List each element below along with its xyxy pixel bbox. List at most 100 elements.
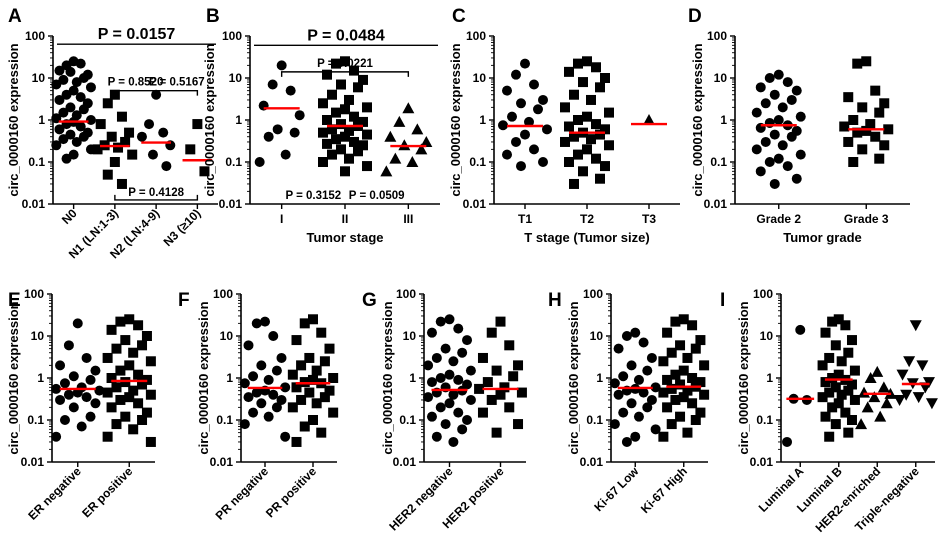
data-point [795,324,806,335]
data-point [646,394,657,405]
p-value-label: P = 0.3152 [285,190,341,202]
data-point [643,114,655,125]
data-point [95,119,106,130]
data-point [127,149,138,160]
y-tick-label: 10 [229,71,243,85]
data-point [682,352,693,363]
data-point [486,327,497,338]
data-point [833,398,844,409]
data-point [111,343,122,354]
data-point [843,385,854,396]
x-axis-title: Tumor grade [783,230,862,245]
data-point [276,394,287,405]
data-point [893,394,906,406]
data-point [896,369,909,381]
x-category-label: T3 [642,212,656,226]
data-point [791,85,802,96]
data-point [699,360,710,371]
data-point [289,127,300,138]
y-tick-label: 10 [590,329,604,343]
data-point [852,127,863,138]
data-point [846,415,857,425]
data-point [604,140,614,151]
data-point [591,62,601,73]
x-category-label: PR negative [213,464,272,523]
data-point [658,356,669,367]
data-point [380,165,393,177]
data-point [513,419,524,430]
data-point [857,144,868,155]
data-point [613,343,624,354]
y-tick-label: 100 [222,29,242,43]
panel-letter: G [362,290,377,311]
data-point [336,119,346,130]
data-point [128,424,139,435]
data-point [444,369,455,380]
data-point [304,387,315,398]
data-point [75,58,86,69]
data-point [880,397,893,409]
data-point [582,56,592,67]
data-point [51,383,62,394]
data-point [795,111,806,122]
data-point [658,387,669,398]
data-point [795,149,806,160]
data-point [319,392,330,403]
data-point [68,371,79,382]
y-tick-label: 10 [473,71,487,85]
data-point [650,382,661,393]
data-point [308,314,318,325]
data-point [420,135,433,147]
data-point [769,89,780,100]
data-point [291,436,302,447]
significance-bracket [280,71,410,77]
y-tick-label: 10 [32,71,46,85]
data-point [874,153,885,164]
data-point [630,431,641,442]
data-point [879,98,890,109]
data-point [491,365,502,376]
y-tick-label: 100 [466,29,486,43]
data-point [328,373,339,383]
data-point [516,387,527,398]
data-point [280,382,291,393]
data-point [254,157,265,167]
data-point [111,382,122,393]
y-tick-label: 0.01 [750,455,774,469]
data-point [855,418,868,430]
data-point [840,320,851,331]
data-point [508,371,519,382]
data-point [59,378,70,389]
data-point [791,173,802,184]
data-point [502,149,512,160]
data-point [773,115,784,125]
data-point [251,318,262,329]
data-point [102,169,113,180]
data-point [120,335,131,346]
y-tick-label: 1 [37,371,44,385]
data-point [666,383,677,394]
data-point [662,402,673,413]
data-point [586,134,596,145]
data-point [511,69,521,80]
data-point [595,173,605,184]
data-point [133,398,144,409]
data-point [909,320,922,332]
data-point [308,374,318,385]
data-point [145,389,156,400]
data-point [85,82,96,93]
data-point [349,111,359,122]
data-point [533,104,543,115]
data-point [630,327,641,338]
y-tick-label: 0.1 [756,413,773,427]
data-point [61,153,72,164]
data-point [573,149,583,160]
y-tick-label: 1 [720,113,727,127]
data-point [415,143,428,155]
data-point [133,320,144,331]
data-point [773,153,784,164]
data-point [524,116,534,127]
data-point [662,374,673,385]
data-point [670,394,681,405]
